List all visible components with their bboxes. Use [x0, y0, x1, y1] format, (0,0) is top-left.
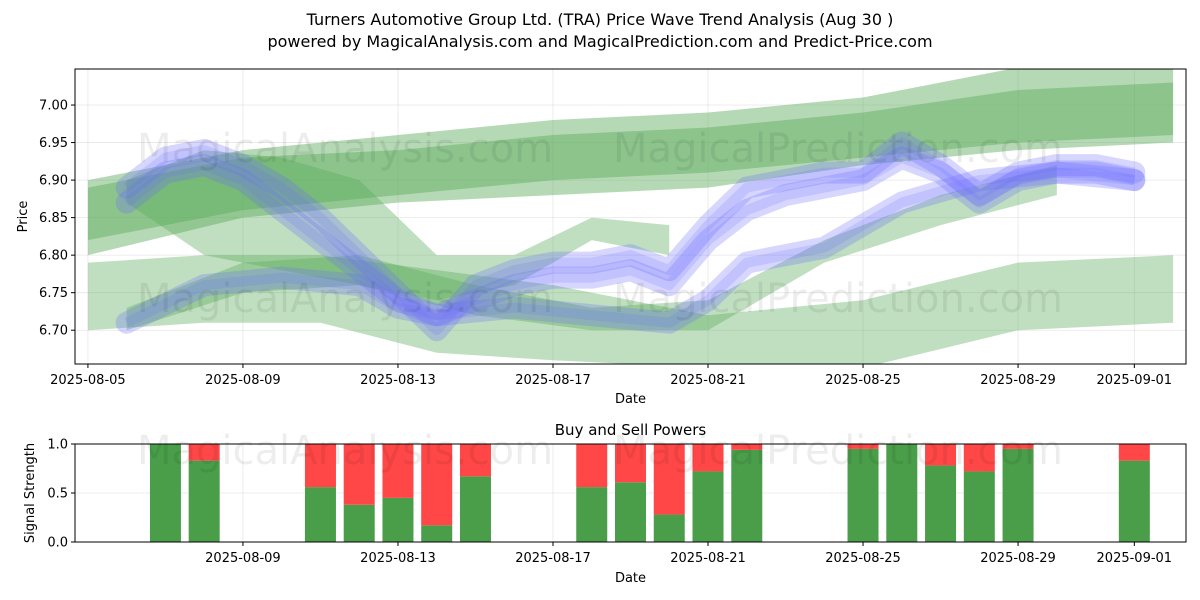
- panel-title: Buy and Sell Powers: [555, 421, 707, 439]
- y-tick-label: 6.75: [39, 286, 68, 301]
- buy-bar: [692, 471, 724, 542]
- price-plot-area: [87, 69, 1174, 364]
- buy-bar: [731, 449, 763, 542]
- x-tick-label: 2025-08-09: [205, 551, 281, 566]
- sell-bar: [421, 444, 453, 526]
- chart-title: Turners Automotive Group Ltd. (TRA) Pric…: [306, 10, 894, 29]
- signal-bars: [149, 444, 1150, 542]
- price-wave: [115, 161, 1146, 334]
- watermark: MagicalAnalysis.com: [137, 276, 553, 322]
- y-tick-label: 0.5: [47, 487, 68, 502]
- watermark: MagicalPrediction.com: [613, 428, 1063, 474]
- watermark: MagicalAnalysis.com: [137, 428, 553, 474]
- x-tick-label: 2025-08-13: [360, 373, 436, 388]
- buy-bar: [576, 487, 608, 542]
- trend-band: [87, 255, 1174, 364]
- y-tick-label: 6.95: [39, 136, 68, 151]
- sell-bar: [1002, 444, 1034, 449]
- panel-1: MagicalAnalysis.com MagicalPrediction.com…: [23, 421, 1187, 586]
- x-tick-label: 2025-08-05: [50, 373, 126, 388]
- sell-bar: [653, 444, 685, 515]
- watermark: MagicalPrediction.com: [613, 276, 1063, 322]
- price-wave-core: [124, 167, 1135, 328]
- trend-band: [126, 165, 1057, 331]
- watermark: MagicalPrediction.com: [613, 126, 1063, 172]
- x-tick-label: 2025-08-17: [515, 373, 591, 388]
- sell-bar: [731, 444, 763, 450]
- buy-bar: [188, 460, 220, 542]
- sell-bar: [576, 444, 608, 488]
- buy-bar: [1002, 448, 1034, 542]
- x-tick-label: 2025-08-21: [670, 551, 746, 566]
- y-tick-label: 6.90: [39, 174, 68, 189]
- axes-frame: [74, 68, 1187, 365]
- y-tick-label: 6.70: [39, 324, 68, 339]
- sell-bar: [304, 444, 336, 488]
- y-axis-label: Signal Strength: [23, 443, 38, 543]
- sell-bar: [459, 444, 491, 477]
- panel-0: MagicalAnalysis.com MagicalPrediction.com…: [16, 68, 1187, 407]
- buy-bar: [653, 514, 685, 542]
- sell-bar: [963, 444, 995, 472]
- x-tick-label: 2025-08-25: [825, 373, 901, 388]
- trend-band: [87, 82, 1174, 241]
- sell-bar: [343, 444, 375, 505]
- sell-bar: [188, 444, 220, 461]
- y-axis-label: Price: [16, 201, 31, 233]
- price-wave-core: [123, 152, 1136, 321]
- x-tick-label: 2025-08-29: [980, 551, 1056, 566]
- y-tick-label: 1.0: [47, 438, 68, 453]
- x-tick-label: 2025-08-29: [980, 373, 1056, 388]
- buy-bar: [459, 476, 491, 542]
- x-axis-label: Date: [615, 571, 646, 586]
- x-tick-label: 2025-08-13: [360, 551, 436, 566]
- x-tick-label: 2025-08-25: [825, 551, 901, 566]
- sell-bar: [382, 444, 414, 498]
- x-tick-label: 2025-08-09: [205, 373, 281, 388]
- buy-bar: [614, 482, 647, 542]
- sell-bar: [925, 444, 957, 466]
- sell-bar: [692, 444, 724, 472]
- buy-bar: [421, 525, 453, 542]
- buy-bar: [149, 444, 181, 542]
- x-tick-label: 2025-08-17: [515, 551, 591, 566]
- price-wave: [115, 131, 1146, 342]
- buy-bar: [304, 487, 336, 542]
- grid: [75, 69, 1186, 364]
- watermark: MagicalAnalysis.com: [137, 126, 553, 172]
- buy-bar: [343, 504, 375, 542]
- y-tick-label: 0.0: [47, 536, 68, 551]
- x-axis-label: Date: [615, 392, 646, 407]
- y-tick-label: 6.80: [39, 249, 68, 264]
- price-wave: [115, 146, 1146, 327]
- y-tick-label: 7.00: [39, 99, 68, 114]
- y-tick-label: 6.85: [39, 211, 68, 226]
- buy-bar: [925, 465, 957, 542]
- x-tick-label: 2025-09-01: [1097, 551, 1173, 566]
- buy-bar: [382, 497, 414, 542]
- price-wave-core: [123, 137, 1136, 336]
- sell-bar: [614, 444, 647, 483]
- buy-bar: [847, 448, 879, 542]
- chart-subtitle: powered by MagicalAnalysis.com and Magic…: [267, 32, 933, 51]
- trend-band: [126, 150, 670, 301]
- buy-bar: [1118, 460, 1150, 542]
- sell-bar: [1118, 444, 1150, 461]
- buy-bar: [963, 471, 995, 542]
- sell-bar: [847, 444, 879, 449]
- x-tick-label: 2025-09-01: [1097, 373, 1173, 388]
- trend-band: [87, 69, 1174, 256]
- buy-bar: [886, 444, 918, 542]
- x-tick-label: 2025-08-21: [670, 373, 746, 388]
